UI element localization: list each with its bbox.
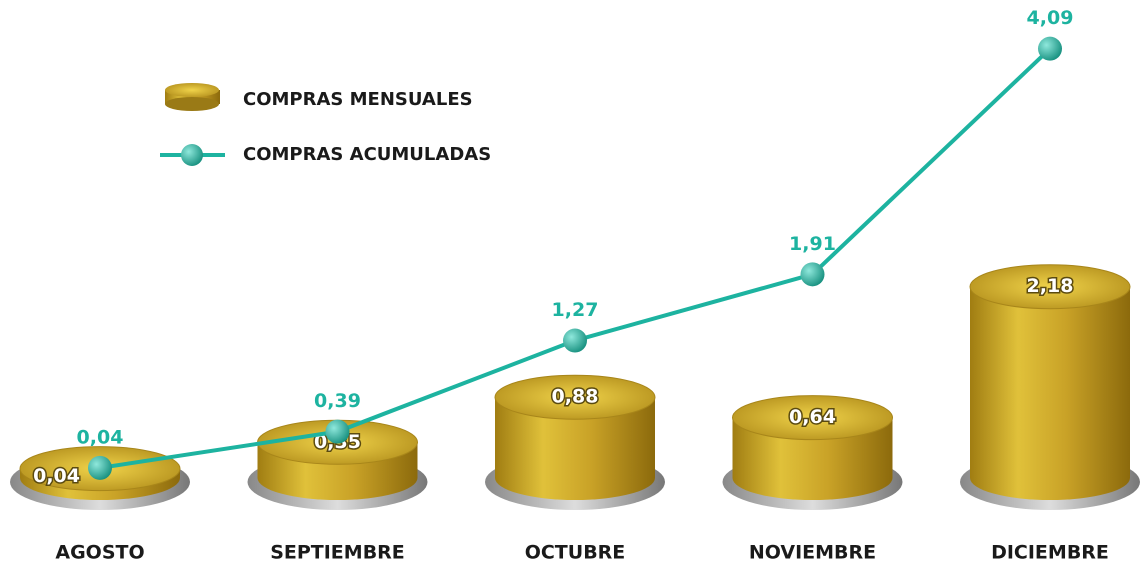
bar [970, 287, 1130, 500]
data-label: 2,18 [1027, 275, 1074, 297]
data-label: 0,39 [314, 390, 361, 412]
line-point [326, 420, 350, 444]
x-tick-label: NOVIEMBRE [749, 542, 876, 564]
line-point [563, 329, 587, 353]
data-label: 0,64 [789, 406, 836, 428]
x-tick-label: OCTUBRE [525, 542, 626, 564]
line-point [88, 456, 112, 480]
data-label: 0,04 [77, 426, 124, 448]
x-tick-label: SEPTIEMBRE [270, 542, 405, 564]
legend-label: COMPRAS MENSUALES [243, 89, 473, 110]
line-point [1038, 37, 1062, 61]
x-tick-label: AGOSTO [55, 542, 144, 564]
line-point [801, 262, 825, 286]
legend-bar-icon [165, 97, 219, 111]
legend-label: COMPRAS ACUMULADAS [243, 144, 491, 165]
x-tick-label: DICIEMBRE [991, 542, 1109, 564]
data-label: 0,88 [552, 386, 599, 408]
data-label: 1,91 [789, 233, 836, 255]
legend: COMPRAS MENSUALES COMPRAS ACUMULADAS [160, 83, 491, 166]
data-label: 1,27 [552, 299, 599, 321]
chart: COMPRAS MENSUALES COMPRAS ACUMULADAS AGO… [0, 0, 1144, 566]
legend-line-icon [181, 144, 203, 166]
legend-bar-icon [165, 83, 219, 97]
data-label: 0,04 [33, 465, 80, 487]
data-label: 4,09 [1027, 7, 1074, 29]
